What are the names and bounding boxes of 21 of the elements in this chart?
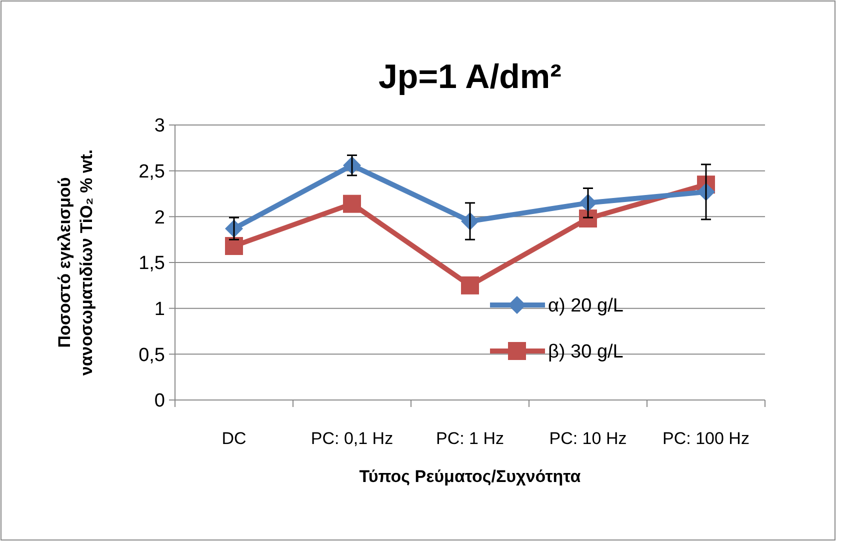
x-tick-label: PC: 0,1 Hz <box>310 429 394 448</box>
x-tick-label: PC: 10 Hz <box>549 429 627 448</box>
chart-title: Jp=1 A/dm² <box>378 58 562 96</box>
x-axis-title: Τύπος Ρεύματος/Συχνότητα <box>359 467 582 486</box>
legend-label: α) 20 g/L <box>548 296 624 317</box>
point <box>461 276 479 294</box>
y-tick-label: 2 <box>154 207 165 228</box>
y-tick-label: 1 <box>154 298 165 320</box>
x-tick-label: PC: 1 Hz <box>436 429 504 448</box>
y-tick-label: 2,5 <box>138 161 165 182</box>
x-tick-label: DC <box>222 429 246 448</box>
point <box>225 237 243 255</box>
x-tick-label: PC: 100 Hz <box>662 429 750 448</box>
y-axis-title: Ποσοστό εγκλεισμού νανοσωματιδίων TiO₂ % wt. <box>55 149 96 376</box>
y-tick-label: 1,5 <box>138 253 165 274</box>
legend-label: β) 30 g/L <box>548 342 624 363</box>
point <box>343 194 361 213</box>
y-tick-label: 3 <box>154 116 165 137</box>
y-tick-label: 0,5 <box>138 344 165 366</box>
y-tick-label: 0 <box>154 390 165 412</box>
point <box>579 210 597 228</box>
